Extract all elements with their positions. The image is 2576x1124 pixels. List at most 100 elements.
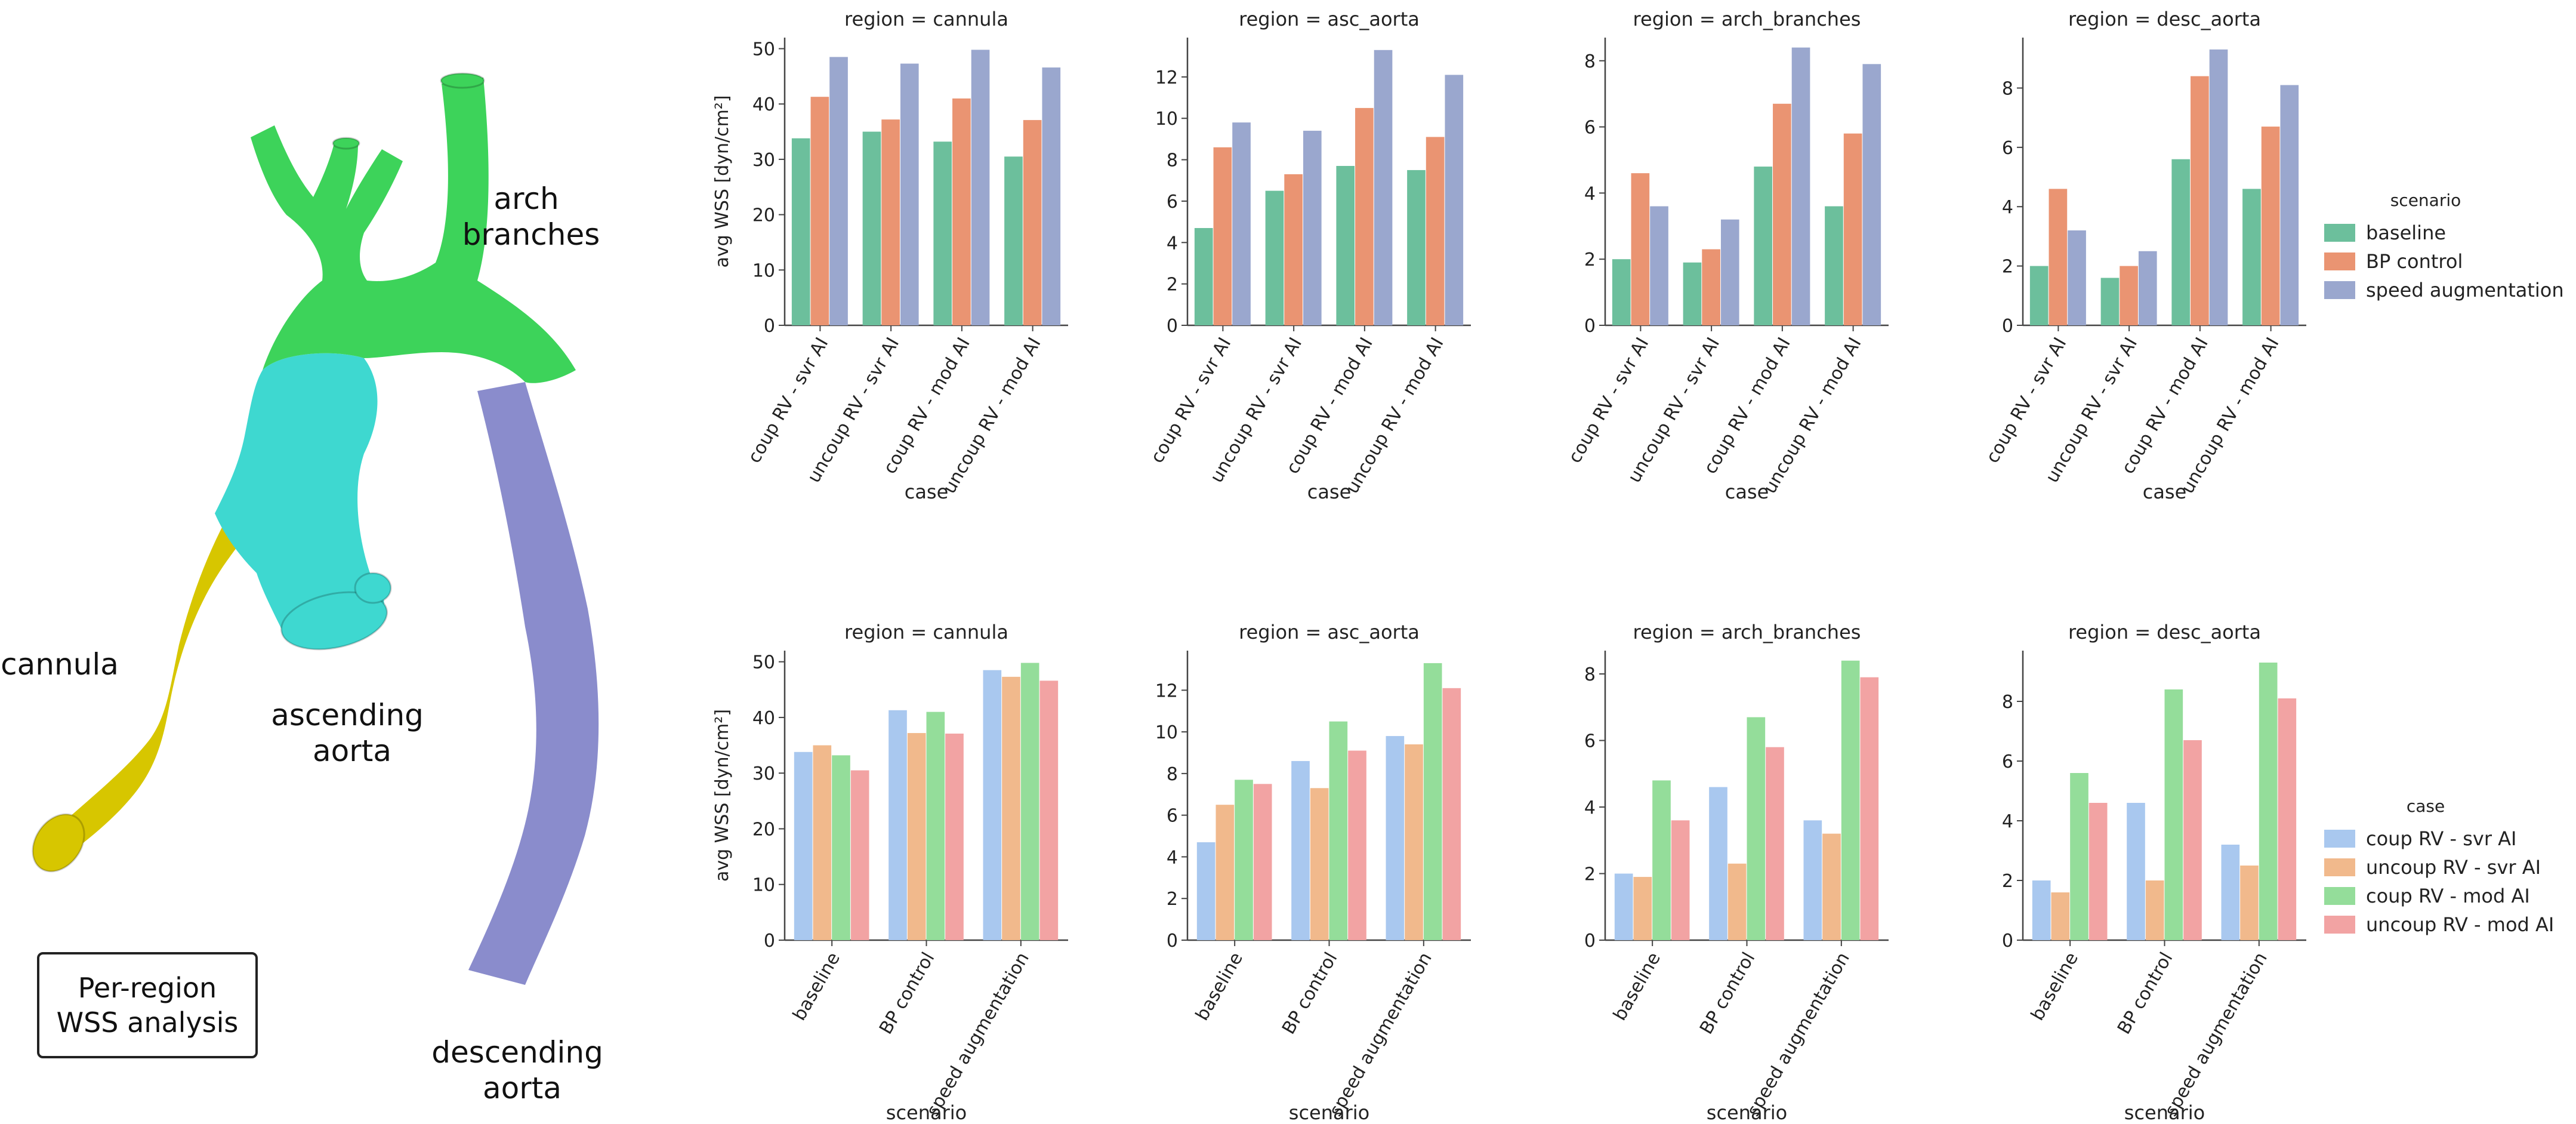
bar-speed-augmentation-coup-rv-svr-ai [1232,122,1251,325]
y-tick-label: 2 [1584,864,1596,885]
legend-swatch-baseline [2324,224,2355,242]
bar-baseline-uncoup-rv-mod-ai [1407,170,1426,325]
bar-coup-rv-svr-ai-baseline [794,752,813,940]
bar-bp-control-coup-rv-svr-ai [810,97,829,325]
y-tick-label: 10 [1155,109,1178,130]
x-tick-label: BP control [1696,949,1759,1038]
bar-coup-rv-mod-ai-speed-augmentation [1423,663,1442,940]
bar-baseline-coup-rv-mod-ai [1754,167,1773,325]
bar-coup-rv-mod-ai-bp-control [1747,717,1766,940]
y-tick-label: 4 [1584,183,1596,204]
bar-speed-augmentation-coup-rv-svr-ai [829,57,848,325]
bar-baseline-coup-rv-mod-ai [2171,159,2191,325]
bar-baseline-uncoup-rv-svr-ai [862,131,881,326]
bar-speed-augmentation-uncoup-rv-svr-ai [2138,251,2157,325]
bar-uncoup-rv-mod-ai-speed-augmentation [1039,680,1059,940]
legend-label-speed-augmentation: speed augmentation [2366,279,2564,301]
x-axis-label: scenario [2124,1101,2205,1124]
bar-coup-rv-mod-ai-baseline [2070,773,2088,940]
bar-uncoup-rv-mod-ai-speed-augmentation [1442,688,1461,940]
bar-speed-augmentation-coup-rv-mod-ai [971,50,990,326]
bar-bp-control-coup-rv-mod-ai [2191,76,2209,326]
bar-uncoup-rv-svr-ai-baseline [1215,805,1235,940]
bar-baseline-uncoup-rv-svr-ai [1683,262,1702,325]
bar-speed-augmentation-uncoup-rv-mod-ai [1042,67,1061,326]
legend-title: scenario [2390,190,2461,210]
y-tick-label: 4 [2002,197,2013,218]
bar-bp-control-uncoup-rv-mod-ai [1426,137,1445,325]
y-tick-label: 0 [2002,931,2013,951]
aorta-model [32,72,599,985]
legend-swatch-coup-rv-svr-ai [2324,830,2355,848]
bar-bp-control-coup-rv-mod-ai [1773,103,1791,325]
legend-swatch-bp-control [2324,252,2355,270]
bar-bp-control-uncoup-rv-svr-ai [1284,174,1303,325]
bar-speed-augmentation-uncoup-rv-svr-ai [900,63,919,326]
panel-asc-aorta: region = asc_aorta 0 2 4 6 8 10 12 baseline BP co… [1155,621,1471,1124]
bar-speed-augmentation-uncoup-rv-svr-ai [1720,219,1739,325]
bar-speed-augmentation-uncoup-rv-mod-ai [2280,85,2299,325]
y-tick-label: 0 [764,316,775,337]
x-axis-label: case [1307,481,1352,503]
x-tick-label: coup RV - svr AI [1982,334,2071,467]
bar-uncoup-rv-svr-ai-baseline [813,745,832,940]
bar-speed-augmentation-coup-rv-mod-ai [2209,49,2228,326]
panel-title: region = asc_aorta [1239,8,1420,30]
bar-coup-rv-mod-ai-baseline [832,755,850,940]
y-tick-label: 10 [1155,722,1178,743]
y-tick-label: 8 [1584,664,1596,685]
panel-title: region = asc_aorta [1239,621,1420,643]
bar-uncoup-rv-svr-ai-speed-augmentation [2240,866,2259,940]
bar-coup-rv-svr-ai-speed-augmentation [2221,845,2240,940]
y-tick-label: 8 [1584,51,1596,72]
x-axis-label: scenario [886,1101,967,1124]
branch-tip-right [440,72,485,89]
bar-bp-control-uncoup-rv-mod-ai [1843,133,1862,325]
y-tick-label: 0 [1167,931,1178,951]
bar-coup-rv-svr-ai-bp-control [1291,760,1310,940]
ascending-label-line1: ascending [271,698,424,732]
x-axis-label: scenario [1707,1101,1787,1124]
arch-label-line1: arch [493,181,559,216]
y-tick-label: 30 [752,763,775,784]
y-tick-label: 30 [752,150,775,171]
legend-title: case [2407,796,2445,816]
y-tick-label: 4 [1167,233,1178,254]
bar-uncoup-rv-mod-ai-baseline [1671,820,1690,940]
bar-baseline-coup-rv-mod-ai [1336,165,1355,325]
arch-label: arch branches [462,181,600,252]
y-tick-label: 8 [2002,692,2013,713]
legend-label-coup-rv-mod-ai: coup RV - mod AI [2366,885,2530,907]
bar-bp-control-uncoup-rv-svr-ai [1702,249,1720,325]
ascending-aorta-segment [215,353,384,642]
legend-top: scenario baseline BP control speed augmenta… [2324,190,2564,301]
y-tick-label: 6 [1167,806,1178,827]
descending-label-line2: aorta [483,1071,562,1105]
legend-label-uncoup-rv-mod-ai: uncoup RV - mod AI [2366,913,2554,936]
legend-label-coup-rv-svr-ai: coup RV - svr AI [2366,827,2516,850]
y-tick-label: 0 [1584,316,1596,337]
bar-uncoup-rv-mod-ai-bp-control [1766,747,1784,940]
ascending-label-line2: aorta [313,734,391,768]
panel-title: region = desc_aorta [2068,8,2261,30]
bar-coup-rv-svr-ai-baseline [2032,880,2051,940]
x-tick-label: speed augmentation [2161,949,2272,1120]
y-tick-label: 0 [1167,316,1178,337]
panel-title: region = cannula [844,621,1008,643]
bar-coup-rv-svr-ai-bp-control [1709,787,1727,940]
bar-uncoup-rv-mod-ai-bp-control [1348,750,1366,940]
panel-title: region = arch_branches [1633,8,1861,30]
bar-bp-control-uncoup-rv-svr-ai [2120,266,2138,325]
bar-coup-rv-mod-ai-bp-control [2164,689,2183,940]
bar-uncoup-rv-mod-ai-speed-augmentation [2278,698,2297,940]
bar-speed-augmentation-uncoup-rv-svr-ai [1303,131,1322,326]
bar-uncoup-rv-svr-ai-bp-control [1727,863,1747,940]
bar-bp-control-uncoup-rv-svr-ai [881,119,900,325]
bar-bp-control-coup-rv-mod-ai [952,98,971,325]
bar-coup-rv-svr-ai-baseline [1196,842,1215,940]
bar-uncoup-rv-mod-ai-speed-augmentation [1860,677,1879,940]
